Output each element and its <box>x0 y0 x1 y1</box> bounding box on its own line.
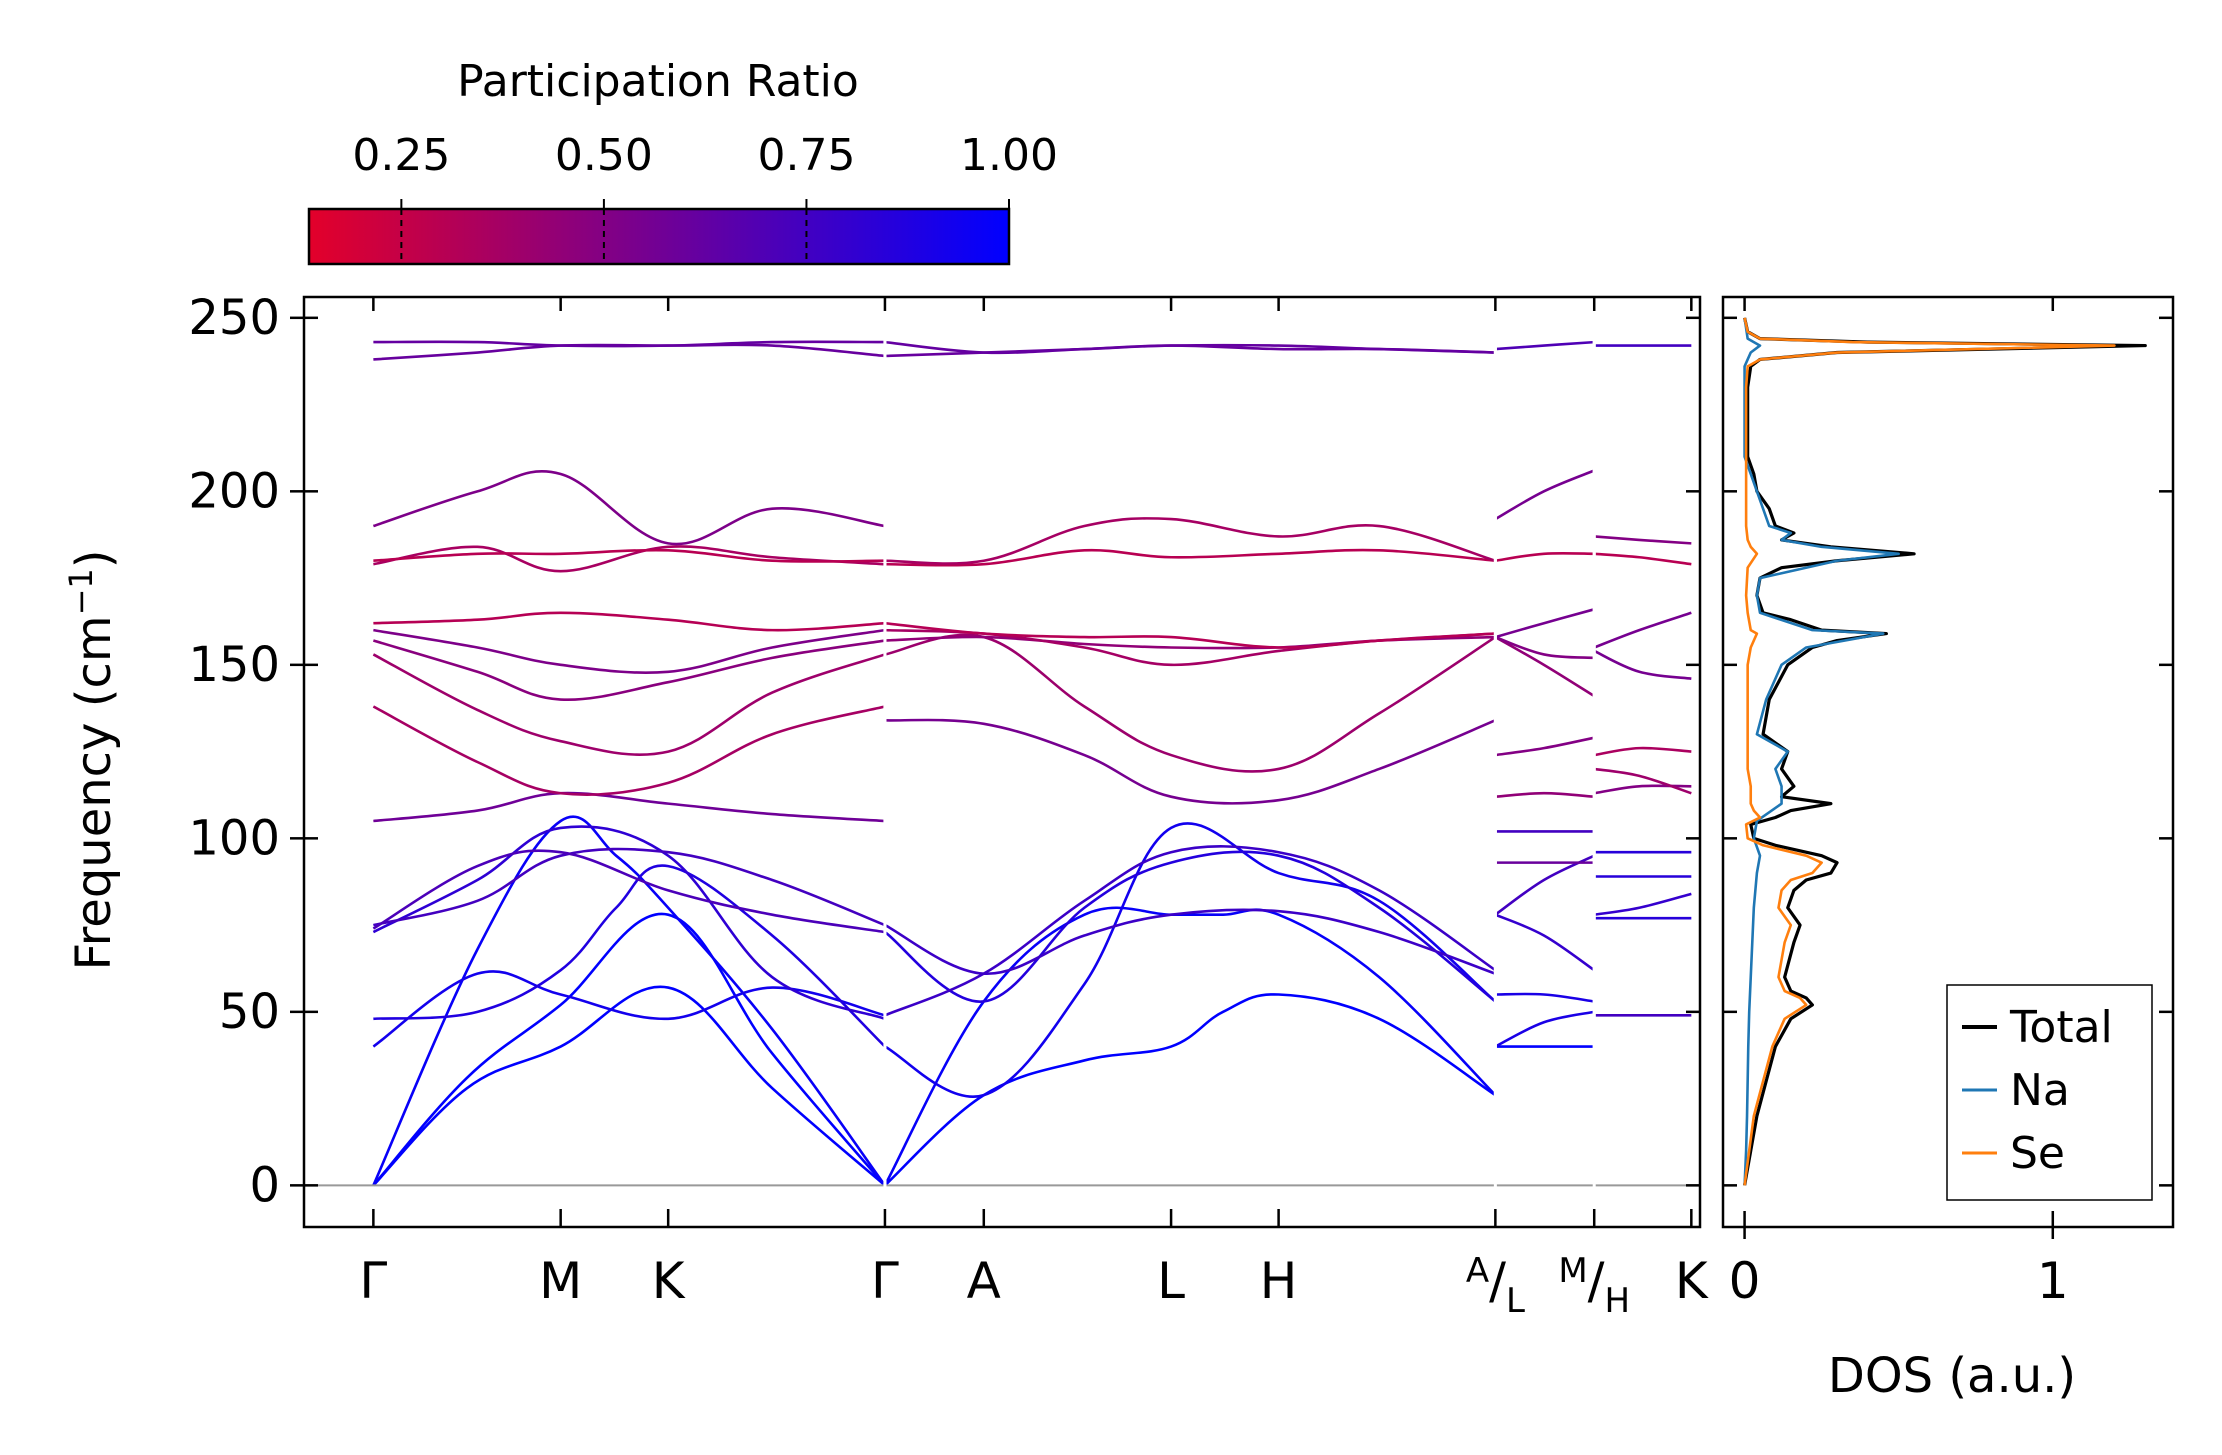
kpoint-label: Γ <box>871 1252 899 1310</box>
kpoint-label: K <box>652 1252 686 1310</box>
dispersion-frame <box>302 295 1702 1229</box>
band-MH-6 <box>1594 784 1692 795</box>
legend-label-total: Total <box>2009 1002 2113 1053</box>
band-opt3 <box>372 825 886 1021</box>
dispersion-panel: 0 50 100 150 200 250 Γ M K Γ A L H A/L M/H K Frequency… <box>62 290 1709 1321</box>
colorbar: Participation Ratio 0.25 0.50 0.75 1.00 <box>307 56 1058 266</box>
band-GA-opt11 <box>884 517 1496 565</box>
band-GA-opt6 <box>884 633 1497 773</box>
colorbar-gradient <box>307 207 1011 266</box>
band-opt4 <box>373 847 886 927</box>
band-opt16 <box>373 340 885 348</box>
band-opt14 <box>372 469 886 546</box>
colorbar-tick-label: 0.25 <box>352 130 450 181</box>
band-GA-opt1 <box>884 822 1497 1099</box>
band-MH-9 <box>1593 649 1692 681</box>
colorbar-tick-label: 0.75 <box>757 130 855 181</box>
band-GA-ac1 <box>884 993 1497 1187</box>
band-MH-3 <box>1594 892 1692 916</box>
colorbar-ticks: 0.25 0.50 0.75 1.00 <box>352 130 1058 264</box>
colorbar-tick-label: 1.00 <box>960 130 1058 181</box>
y-tick-label: 200 <box>188 463 280 519</box>
band-GA-opt5 <box>884 718 1496 805</box>
band-AL-11 <box>1494 635 1595 660</box>
band-GA-opt13 <box>884 340 1496 355</box>
band-MH-10 <box>1593 611 1692 649</box>
dispersion-decor <box>304 299 1700 1225</box>
legend-label-na: Na <box>2010 1065 2070 1116</box>
dos-axis-label: DOS (a.u.) <box>1828 1348 2076 1404</box>
dos-curve-na <box>1743 317 1900 1186</box>
band-AL-5 <box>1494 854 1595 916</box>
band-MH-8 <box>1594 746 1692 757</box>
y-tick-label: 0 <box>249 1157 280 1213</box>
band-opt10 <box>373 628 886 674</box>
colorbar-label: Participation Ratio <box>457 56 859 107</box>
kpoint-label: H <box>1260 1252 1298 1310</box>
colorbar-tick-label: 0.50 <box>555 130 653 181</box>
kpoint-label: M <box>539 1252 582 1310</box>
band-TA1 <box>372 985 886 1187</box>
band-opt6 <box>373 791 886 823</box>
kpoint-label: A <box>967 1252 1001 1310</box>
band-MH-12 <box>1594 535 1692 545</box>
band-AL-8 <box>1495 791 1595 798</box>
frequency-axis: 0 50 100 150 200 250 <box>188 290 1700 1213</box>
band-opt5 <box>372 849 886 934</box>
dos-curves <box>1743 317 2147 1186</box>
band-TA2 <box>372 912 886 1187</box>
kpoint-label: M/H <box>1558 1251 1630 1321</box>
kpoint-label: L <box>1157 1252 1185 1310</box>
band-AL-12 <box>1495 608 1595 639</box>
band-GA-opt9 <box>884 621 1496 649</box>
dos-frame <box>1721 295 2175 1229</box>
kpoint-label: A/L <box>1466 1251 1525 1321</box>
band-AL-3 <box>1495 992 1595 1003</box>
dos-curve-se <box>1743 317 2116 1186</box>
frequency-axis-label: Frequency (cm−1) <box>62 549 122 970</box>
band-opt9 <box>372 639 886 702</box>
band-GA-opt2 <box>884 850 1497 1003</box>
dispersion-bands <box>372 299 1692 1225</box>
dos-curve-total <box>1743 317 2147 1186</box>
kpoint-label: K <box>1675 1252 1709 1310</box>
band-opt12 <box>373 545 886 573</box>
y-tick-label: 50 <box>219 984 280 1040</box>
band-opt8 <box>372 653 886 756</box>
band-MH-11 <box>1594 552 1692 566</box>
band-opt2 <box>373 864 886 1048</box>
band-MH-7 <box>1594 767 1692 795</box>
y-tick-label: 250 <box>188 290 280 346</box>
legend-box <box>1946 984 2153 1201</box>
band-opt11 <box>373 611 886 632</box>
band-GA-opt4 <box>884 845 1497 1017</box>
y-tick-label: 150 <box>188 637 280 693</box>
band-AL-10 <box>1494 635 1595 698</box>
y-tick-label: 100 <box>188 810 280 866</box>
kpath-axis: Γ M K Γ A L H A/L M/H K <box>359 297 1709 1321</box>
band-opt1 <box>372 970 886 1048</box>
band-LA <box>372 815 886 1187</box>
kpoint-label: Γ <box>359 1252 387 1310</box>
band-AL-13 <box>1495 551 1595 563</box>
band-AL-15 <box>1495 340 1595 351</box>
legend-label-se: Se <box>2010 1128 2065 1179</box>
dos-x-tick-label: 1 <box>2037 1252 2069 1310</box>
band-GA-opt10 <box>884 548 1496 567</box>
band-GA-ac2 <box>883 906 1497 1186</box>
band-opt13 <box>373 548 885 563</box>
band-AL-2 <box>1494 1010 1595 1048</box>
legend-entries: Total Na Se <box>1962 1002 2113 1179</box>
legend: Total Na Se <box>1946 984 2153 1201</box>
band-opt7 <box>372 705 886 796</box>
band-AL-9 <box>1495 736 1595 757</box>
band-AL-4 <box>1494 913 1595 972</box>
dos-x-tick-label: 0 <box>1729 1252 1761 1310</box>
band-AL-14 <box>1494 469 1595 521</box>
